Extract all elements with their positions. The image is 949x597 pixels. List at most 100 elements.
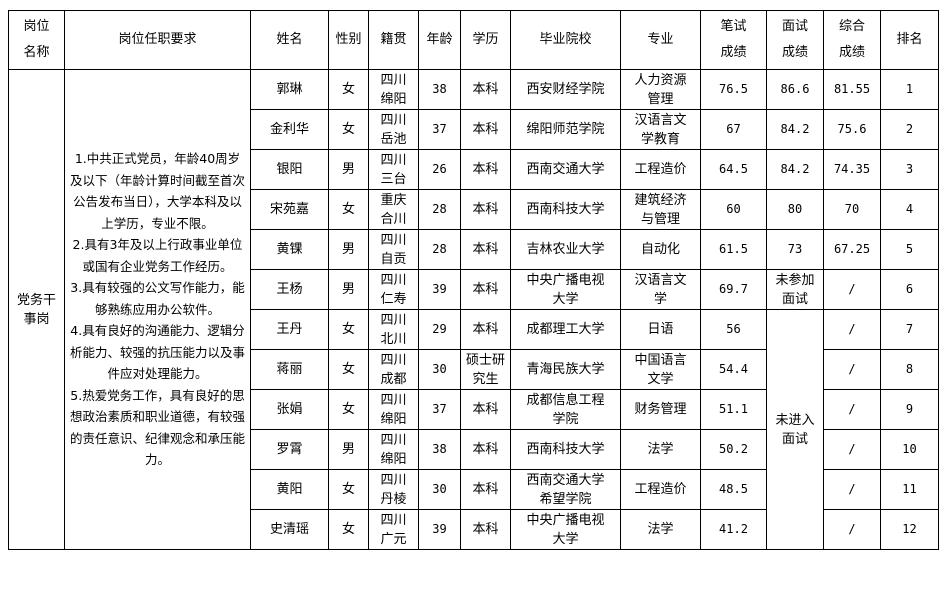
- name-cell: 王杨: [250, 269, 329, 310]
- name-cell: 史清瑶: [250, 509, 329, 550]
- interview-not-attended-cell: 未参加 面试: [766, 269, 824, 310]
- table-row: 罗霄男四川 绵阳 38 本科 西南科技大学 法学 50.2 /10: [9, 429, 939, 470]
- major-cell: 人力资源 管理: [620, 69, 701, 110]
- major-cell: 日语: [620, 309, 701, 350]
- table-row: 党务干 事岗 1.中共正式党员，年龄40周岁及以下（年龄计算时间截至首次公告发布当…: [8, 69, 939, 550]
- table-row: 黄锞男四川 自贡 28 本科 吉林农业大学 自动化 61.5 73 67.25 5: [9, 229, 939, 270]
- school-cell: 吉林农业大学: [510, 229, 621, 270]
- school-cell: 青海民族大学: [510, 349, 621, 390]
- written-score-cell: 61.5: [700, 229, 767, 270]
- school-cell: 西南科技大学: [510, 429, 621, 470]
- education-cell: 本科: [460, 189, 511, 230]
- header-school: 毕业院校: [510, 10, 621, 70]
- education-cell: 本科: [460, 69, 511, 110]
- written-score-cell: 54.4: [700, 349, 767, 390]
- requirements-cell: 1.中共正式党员，年龄40周岁及以下（年龄计算时间截至首次公告发布当日），大学本…: [64, 69, 251, 550]
- origin-cell: 四川 绵阳: [368, 69, 419, 110]
- table-row: 史清瑶女四川 广元 39 本科 中央广播电视 大学 法学 41.2 /12: [9, 509, 939, 550]
- school-cell: 西南交通大学: [510, 149, 621, 190]
- written-score-cell: 56: [700, 309, 767, 350]
- school-cell: 西南科技大学: [510, 189, 621, 230]
- origin-cell: 四川 北川: [368, 309, 419, 350]
- school-cell: 成都信息工程 学院: [510, 389, 621, 430]
- gender-cell: 女: [328, 469, 369, 510]
- table-row: 宋苑嘉女重庆 合川 28 本科 西南科技大学 建筑经济 与管理 60 80 70 4: [9, 189, 939, 230]
- header-rank: 排名: [880, 10, 939, 70]
- name-cell: 银阳: [250, 149, 329, 190]
- major-cell: 工程造价: [620, 469, 701, 510]
- age-cell: 28: [418, 189, 461, 230]
- education-cell: 本科: [460, 509, 511, 550]
- name-cell: 郭琳: [250, 69, 329, 110]
- school-cell: 西南交通大学 希望学院: [510, 469, 621, 510]
- total-score-cell: /: [823, 429, 881, 470]
- written-score-cell: 69.7: [700, 269, 767, 310]
- name-cell: 罗霄: [250, 429, 329, 470]
- total-score-cell: /: [823, 349, 881, 390]
- total-score-cell: /: [823, 389, 881, 430]
- rank-cell: 6: [880, 269, 939, 310]
- rank-cell: 4: [880, 189, 939, 230]
- header-interview-score: 面试 成绩: [766, 10, 824, 70]
- header-education: 学历: [460, 10, 511, 70]
- results-table: 岗位 名称 岗位任职要求 姓名 性别 籍贯 年龄 学历 毕业院校 专业 笔试 成绩 面试 成绩 综合 …: [8, 10, 939, 550]
- total-score-cell: 67.25: [823, 229, 881, 270]
- education-cell: 本科: [460, 109, 511, 150]
- gender-cell: 女: [328, 189, 369, 230]
- interview-score-cell: 73: [766, 229, 824, 270]
- written-score-cell: 76.5: [700, 69, 767, 110]
- age-cell: 28: [418, 229, 461, 270]
- education-cell: 本科: [460, 469, 511, 510]
- gender-cell: 女: [328, 389, 369, 430]
- header-origin: 籍贯: [368, 10, 419, 70]
- written-score-cell: 50.2: [700, 429, 767, 470]
- rank-cell: 7: [880, 309, 939, 350]
- header-total-score: 综合 成绩: [823, 10, 881, 70]
- header-major: 专业: [620, 10, 701, 70]
- written-score-cell: 60: [700, 189, 767, 230]
- education-cell: 本科: [460, 269, 511, 310]
- written-score-cell: 51.1: [700, 389, 767, 430]
- table-row: 银阳男四川 三台 26 本科 西南交通大学 工程造价 64.5 84.2 74.35 3: [9, 149, 939, 190]
- interview-score-cell: 84.2: [766, 149, 824, 190]
- gender-cell: 男: [328, 429, 369, 470]
- written-score-cell: 64.5: [700, 149, 767, 190]
- rank-cell: 8: [880, 349, 939, 390]
- header-written-score: 笔试 成绩: [700, 10, 767, 70]
- total-score-cell: /: [823, 469, 881, 510]
- header-age: 年龄: [418, 10, 461, 70]
- origin-cell: 四川 成都: [368, 349, 419, 390]
- origin-cell: 四川 绵阳: [368, 389, 419, 430]
- name-cell: 王丹: [250, 309, 329, 350]
- major-cell: 工程造价: [620, 149, 701, 190]
- age-cell: 38: [418, 429, 461, 470]
- interview-score-cell: 86.6: [766, 69, 824, 110]
- name-cell: 黄锞: [250, 229, 329, 270]
- name-cell: 黄阳: [250, 469, 329, 510]
- education-cell: 本科: [460, 429, 511, 470]
- name-cell: 张娟: [250, 389, 329, 430]
- major-cell: 法学: [620, 429, 701, 470]
- rank-cell: 3: [880, 149, 939, 190]
- school-cell: 西安财经学院: [510, 69, 621, 110]
- origin-cell: 四川 自贡: [368, 229, 419, 270]
- rank-cell: 9: [880, 389, 939, 430]
- age-cell: 39: [418, 509, 461, 550]
- written-score-cell: 48.5: [700, 469, 767, 510]
- major-cell: 法学: [620, 509, 701, 550]
- education-cell: 硕士研 究生: [460, 349, 511, 390]
- header-position-name: 岗位 名称: [8, 10, 65, 70]
- rank-cell: 11: [880, 469, 939, 510]
- total-score-cell: /: [823, 269, 881, 310]
- age-cell: 26: [418, 149, 461, 190]
- major-cell: 建筑经济 与管理: [620, 189, 701, 230]
- origin-cell: 四川 丹棱: [368, 469, 419, 510]
- position-name-cell: 党务干 事岗: [8, 69, 65, 550]
- gender-cell: 女: [328, 309, 369, 350]
- school-cell: 中央广播电视 大学: [510, 269, 621, 310]
- age-cell: 39: [418, 269, 461, 310]
- total-score-cell: 74.35: [823, 149, 881, 190]
- major-cell: 财务管理: [620, 389, 701, 430]
- table-row: 金利华女四川 岳池 37 本科 绵阳师范学院 汉语言文 学教育 67 84.2 75.6 2: [9, 109, 939, 150]
- age-cell: 37: [418, 109, 461, 150]
